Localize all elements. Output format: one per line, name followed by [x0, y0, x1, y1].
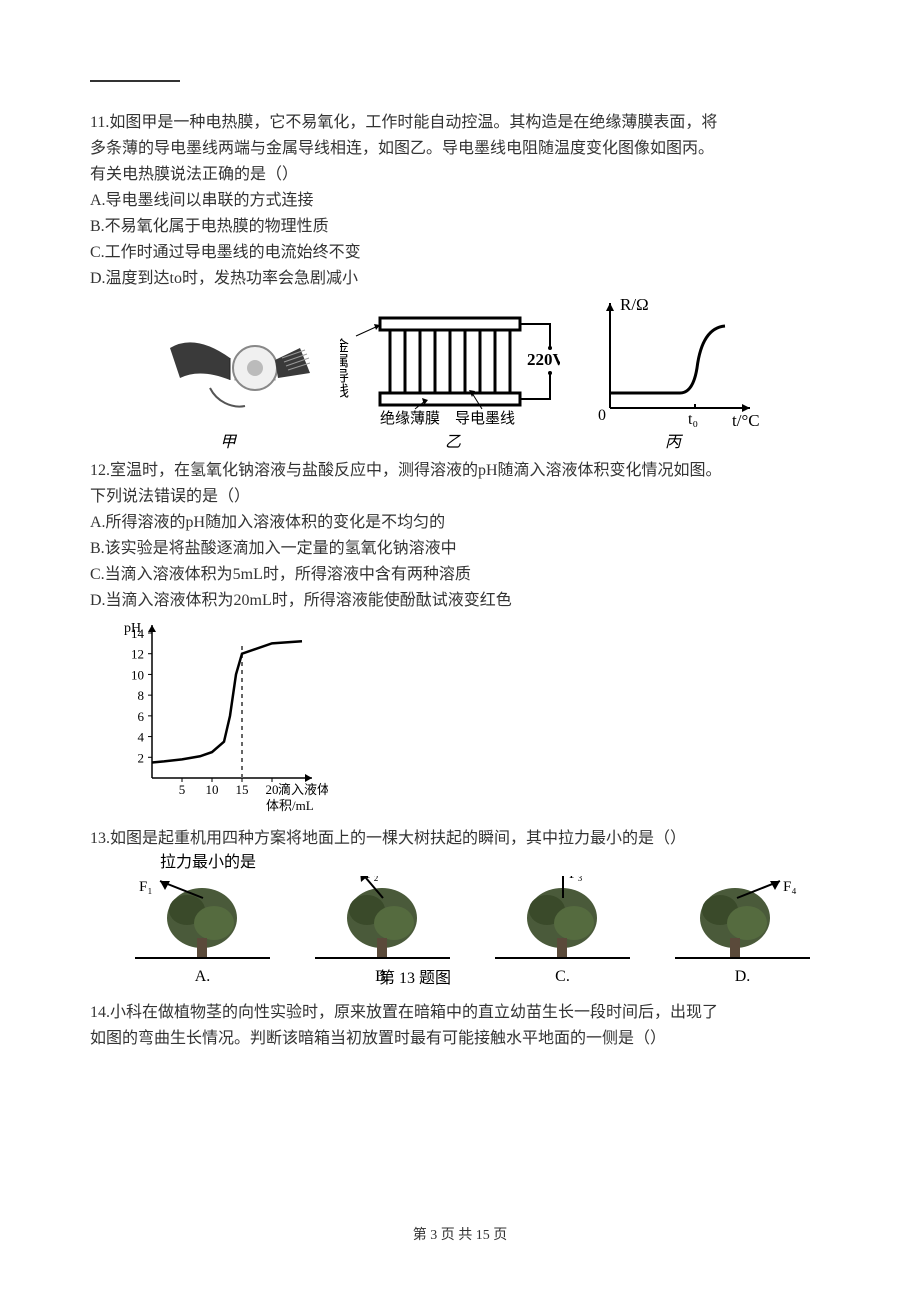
svg-text:体积/mL: 体积/mL: [266, 798, 314, 813]
svg-text:5: 5: [179, 782, 186, 797]
q11-line1: 11.如图甲是一种电热膜，它不易氧化，工作时能自动控温。其构造是在绝缘薄膜表面，…: [90, 110, 830, 136]
q11-figures: 甲 金属导线 220V 绝缘薄膜: [160, 298, 830, 448]
svg-text:6: 6: [138, 709, 145, 724]
metal-wire-label: 金属导线: [340, 338, 349, 398]
svg-text:12: 12: [131, 647, 144, 662]
figure-bing-label: 丙: [665, 428, 681, 452]
force-label-4: F₄: [783, 879, 797, 895]
footer-suffix: 页: [490, 1228, 508, 1243]
ph-chart: 24681012145101520pH滴入液体体积/mL: [118, 618, 328, 818]
q12-opt-b: B.该实验是将盐酸逐滴加入一定量的氢氧化钠溶液中: [90, 536, 830, 562]
top-rule: [90, 80, 180, 82]
resistance-temp-chart-icon: R/Ω t/°C 0 t₀: [590, 298, 760, 433]
q12-line1: 12.室温时，在氢氧化钠溶液与盐酸反应中，测得溶液的pH随滴入溶液体积变化情况如…: [90, 458, 830, 484]
figure-yi: 金属导线 220V 绝缘薄膜 导电墨线: [340, 308, 560, 448]
t0-label: t₀: [688, 411, 698, 428]
ph-line-chart-icon: 24681012145101520pH滴入液体体积/mL: [118, 618, 328, 818]
q11-line2: 多条薄的导电墨线两端与金属导线相连，如图乙。导电墨线电阻随温度变化图像如图丙。: [90, 136, 830, 162]
force-label-2: F₂: [365, 876, 379, 882]
force-label-3: F₃: [569, 876, 583, 882]
film-label: 绝缘薄膜: [380, 410, 440, 427]
q11-line3: 有关电热膜说法正确的是（）: [90, 162, 830, 188]
q12-opt-d: D.当滴入溶液体积为20mL时，所得溶液能使酚酞试液变红色: [90, 588, 830, 614]
tree-force-b-icon: F₂: [315, 876, 450, 961]
footer-mid: 页 共: [437, 1228, 476, 1243]
question-13: 13.如图是起重机用四种方案将地面上的一棵大树扶起的瞬间，其中拉力最小的是（） …: [90, 826, 830, 1010]
tree-force-d-icon: F₄: [675, 876, 810, 961]
opt-a-label: A.: [135, 968, 270, 986]
figure-bing: R/Ω t/°C 0 t₀ 丙: [590, 298, 760, 448]
footer-prefix: 第: [413, 1228, 431, 1243]
y-axis-label: R/Ω: [620, 298, 649, 314]
q13-figure-row: 拉力最小的是 F₁ A.: [90, 852, 830, 1010]
svg-text:pH: pH: [124, 621, 141, 636]
circuit-diagram-icon: 金属导线 220V 绝缘薄膜 导电墨线: [340, 308, 560, 430]
question-11: 11.如图甲是一种电热膜，它不易氧化，工作时能自动控温。其构造是在绝缘薄膜表面，…: [90, 110, 830, 448]
origin-label: 0: [598, 407, 606, 424]
figure-jia-label: 甲: [220, 428, 236, 452]
force-label-1: F₁: [139, 879, 153, 895]
svg-text:4: 4: [138, 730, 145, 745]
svg-text:15: 15: [236, 782, 249, 797]
svg-text:10: 10: [131, 667, 144, 682]
voltage-label: 220V: [527, 350, 560, 369]
q12-opt-c: C.当滴入溶液体积为5mL时，所得溶液中含有两种溶质: [90, 562, 830, 588]
q13-sub-title: 拉力最小的是: [160, 852, 830, 874]
footer-total: 15: [476, 1228, 490, 1243]
crane-option-d: F₄ D.: [675, 876, 810, 986]
figure-yi-label: 乙: [445, 428, 461, 452]
question-12: 12.室温时，在氢氧化钠溶液与盐酸反应中，测得溶液的pH随滴入溶液体积变化情况如…: [90, 458, 830, 818]
q11-opt-d: D.温度到达to时，发热功率会急剧减小: [90, 266, 830, 292]
svg-text:8: 8: [138, 688, 145, 703]
svg-text:20: 20: [266, 782, 279, 797]
figure-jia: 甲: [160, 318, 310, 448]
x-axis-label: t/°C: [732, 411, 760, 430]
opt-d-label: D.: [675, 968, 810, 986]
q14-line1: 14.小科在做植物茎的向性实验时，原来放置在暗箱中的直立幼苗生长一段时间后，出现…: [90, 1000, 830, 1026]
q11-opt-a: A.导电墨线间以串联的方式连接: [90, 188, 830, 214]
q12-line2: 下列说法错误的是（）: [90, 484, 830, 510]
svg-text:滴入液体: 滴入液体: [278, 782, 328, 797]
q11-opt-b: B.不易氧化属于电热膜的物理性质: [90, 214, 830, 240]
q11-opt-c: C.工作时通过导电墨线的电流始终不变: [90, 240, 830, 266]
tree-force-c-icon: F₃: [495, 876, 630, 961]
page-footer: 第 3 页 共 15 页: [0, 1224, 920, 1244]
tree-force-a-icon: F₁: [135, 876, 270, 961]
q14-line2: 如图的弯曲生长情况。判断该暗箱当初放置时最有可能接触水平地面的一侧是（）: [90, 1026, 830, 1052]
svg-text:2: 2: [138, 750, 145, 765]
opt-c-label: C.: [495, 968, 630, 986]
svg-text:10: 10: [206, 782, 219, 797]
question-14: 14.小科在做植物茎的向性实验时，原来放置在暗箱中的直立幼苗生长一段时间后，出现…: [90, 1000, 830, 1052]
q13-caption: 第 13 题图: [355, 964, 475, 988]
crane-option-a: F₁ A.: [135, 876, 270, 986]
heating-film-photo-icon: [160, 318, 310, 433]
q13-stem: 13.如图是起重机用四种方案将地面上的一棵大树扶起的瞬间，其中拉力最小的是（）: [90, 826, 830, 852]
q12-opt-a: A.所得溶液的pH随加入溶液体积的变化是不均匀的: [90, 510, 830, 536]
crane-option-c: F₃ C.: [495, 876, 630, 986]
ink-line-label: 导电墨线: [455, 410, 515, 427]
